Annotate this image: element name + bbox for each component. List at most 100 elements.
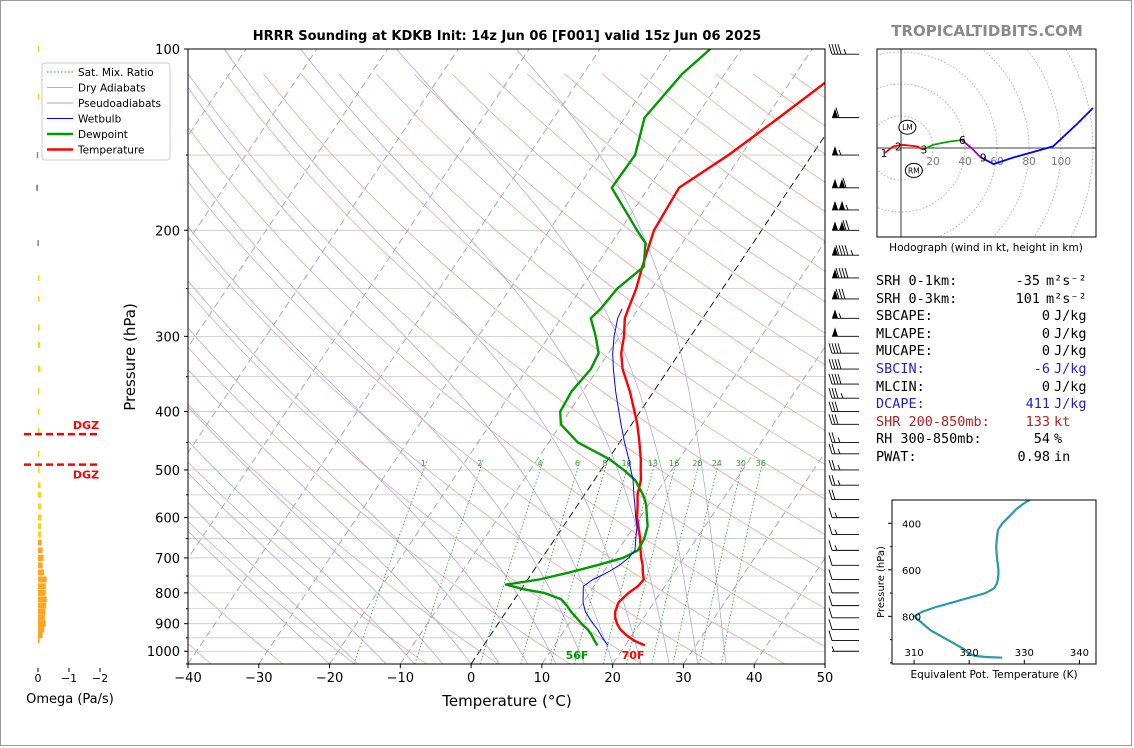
omega-bar xyxy=(37,240,39,247)
legend-label: Dewpoint xyxy=(78,129,128,141)
omega-bar xyxy=(38,514,42,521)
wind-barb xyxy=(831,646,859,652)
mixing-ratio-label: 13 xyxy=(648,459,658,468)
wind-barb xyxy=(828,475,859,486)
hodograph-segment xyxy=(892,143,924,151)
param-label: PWAT: xyxy=(876,449,917,465)
theta-e-x-tick: 320 xyxy=(960,648,979,659)
dgz-label: DGZ xyxy=(73,419,99,432)
y-tick-label: 200 xyxy=(155,224,180,239)
mixing-ratio-label: 1 xyxy=(421,459,426,468)
series-wetbulb xyxy=(582,308,638,646)
omega-bar xyxy=(38,576,47,583)
param-value: 54 xyxy=(1033,431,1050,448)
mixing-ratio-label: 24 xyxy=(712,459,722,468)
omega-bar xyxy=(38,562,43,569)
hodograph-segment xyxy=(961,139,982,159)
wind-barb xyxy=(828,582,859,594)
omega-bar xyxy=(38,466,40,473)
param-unit: J/kg xyxy=(1054,308,1087,325)
y-tick-label: 600 xyxy=(155,512,180,527)
theta-e-x-tick: 330 xyxy=(1015,648,1034,659)
omega-tick-label: 0 xyxy=(35,672,42,685)
storm-motion-marker: LM xyxy=(898,119,917,135)
wind-barb xyxy=(828,443,859,455)
omega-panel: 0 −1 −2 DGZ DGZ xyxy=(24,46,108,685)
mixing-ratio-label: 20 xyxy=(692,459,702,468)
param-unit: J/kg xyxy=(1054,361,1087,377)
hodograph-height-label: 6 xyxy=(959,135,966,147)
omega-bar xyxy=(38,589,46,596)
omega-bar xyxy=(38,554,44,561)
legend: Sat. Mix. Ratio Dry Adiabats Pseudoadiabat… xyxy=(41,62,171,161)
wind-barb xyxy=(828,414,859,425)
param-label: DCAPE: xyxy=(876,396,925,413)
storm-motion-label: RM xyxy=(908,166,920,175)
param-unit: % xyxy=(1054,431,1063,448)
wind-barb xyxy=(828,44,859,55)
wind-barb xyxy=(828,569,859,580)
hodograph-ring-label: 100 xyxy=(1051,156,1071,168)
wind-barb xyxy=(828,401,859,413)
y-tick-label: 400 xyxy=(155,406,180,421)
hodograph-height-label: 9 xyxy=(980,153,987,165)
hodograph-ring-label: 20 xyxy=(926,156,939,168)
theta-e-y-tick: 600 xyxy=(902,566,921,577)
omega-bar xyxy=(38,583,46,590)
omega-bar xyxy=(38,539,42,546)
omega-bar xyxy=(38,491,42,498)
omega-bar xyxy=(38,569,45,576)
x-tick-label: 40 xyxy=(746,671,763,686)
hodograph-segment xyxy=(980,107,1094,165)
param-unit: m²s⁻² xyxy=(1046,290,1087,307)
mixing-ratio-label: 6 xyxy=(575,459,580,468)
omega-bar xyxy=(38,523,42,530)
omega-bar xyxy=(36,184,38,191)
mixing-ratio-label: 10 xyxy=(622,459,632,468)
omega-bar xyxy=(38,324,40,331)
omega-bar xyxy=(38,450,40,457)
omega-bar xyxy=(38,93,40,100)
omega-bar xyxy=(38,596,47,603)
omega-tick-label: −1 xyxy=(61,672,77,685)
wind-barb xyxy=(828,524,859,535)
wind-barb xyxy=(828,373,859,385)
param-label: SBCIN: xyxy=(876,361,925,377)
wind-barb xyxy=(832,200,859,211)
wind-barb xyxy=(832,107,859,119)
param-value: 0 xyxy=(1041,343,1050,360)
surface-temperature-label: 70F xyxy=(622,649,645,662)
mixing-ratio-label: 8 xyxy=(602,459,607,468)
param-unit: J/kg xyxy=(1054,325,1087,342)
skewt-profiles xyxy=(504,49,825,647)
hodograph-ring-label: 40 xyxy=(958,156,971,168)
hodograph-height-label: 3 xyxy=(921,145,928,157)
theta-e-x-tick: 310 xyxy=(905,648,924,659)
omega-tick-label: −2 xyxy=(92,672,108,685)
omega-bar xyxy=(38,608,46,615)
theta-e-x-tick: 340 xyxy=(1070,648,1089,659)
y-tick-label: 1000 xyxy=(147,645,180,660)
theta-e-line xyxy=(912,500,1031,659)
omega-bar xyxy=(38,547,43,554)
param-value: 0 xyxy=(1041,325,1050,342)
omega-bar xyxy=(38,531,42,538)
x-tick-label: −10 xyxy=(387,671,414,686)
wind-barb xyxy=(828,555,859,566)
param-label: MUCAPE: xyxy=(876,343,933,360)
theta-e-panel: 310 320 330 340 400 600 800 xyxy=(888,500,1089,664)
wind-barb xyxy=(828,489,859,501)
param-unit: J/kg xyxy=(1054,396,1087,413)
wind-barb xyxy=(832,146,859,156)
mixing-ratio-label: 36 xyxy=(756,459,766,468)
wind-barb xyxy=(828,432,859,443)
omega-bar xyxy=(38,388,40,395)
theta-e-y-tick: 400 xyxy=(902,519,921,530)
theta-e-y-tick: 800 xyxy=(902,612,921,623)
wind-barb xyxy=(832,177,859,189)
wind-barb xyxy=(832,220,859,231)
omega-bar xyxy=(38,482,41,489)
param-value: -35 xyxy=(1015,273,1040,289)
